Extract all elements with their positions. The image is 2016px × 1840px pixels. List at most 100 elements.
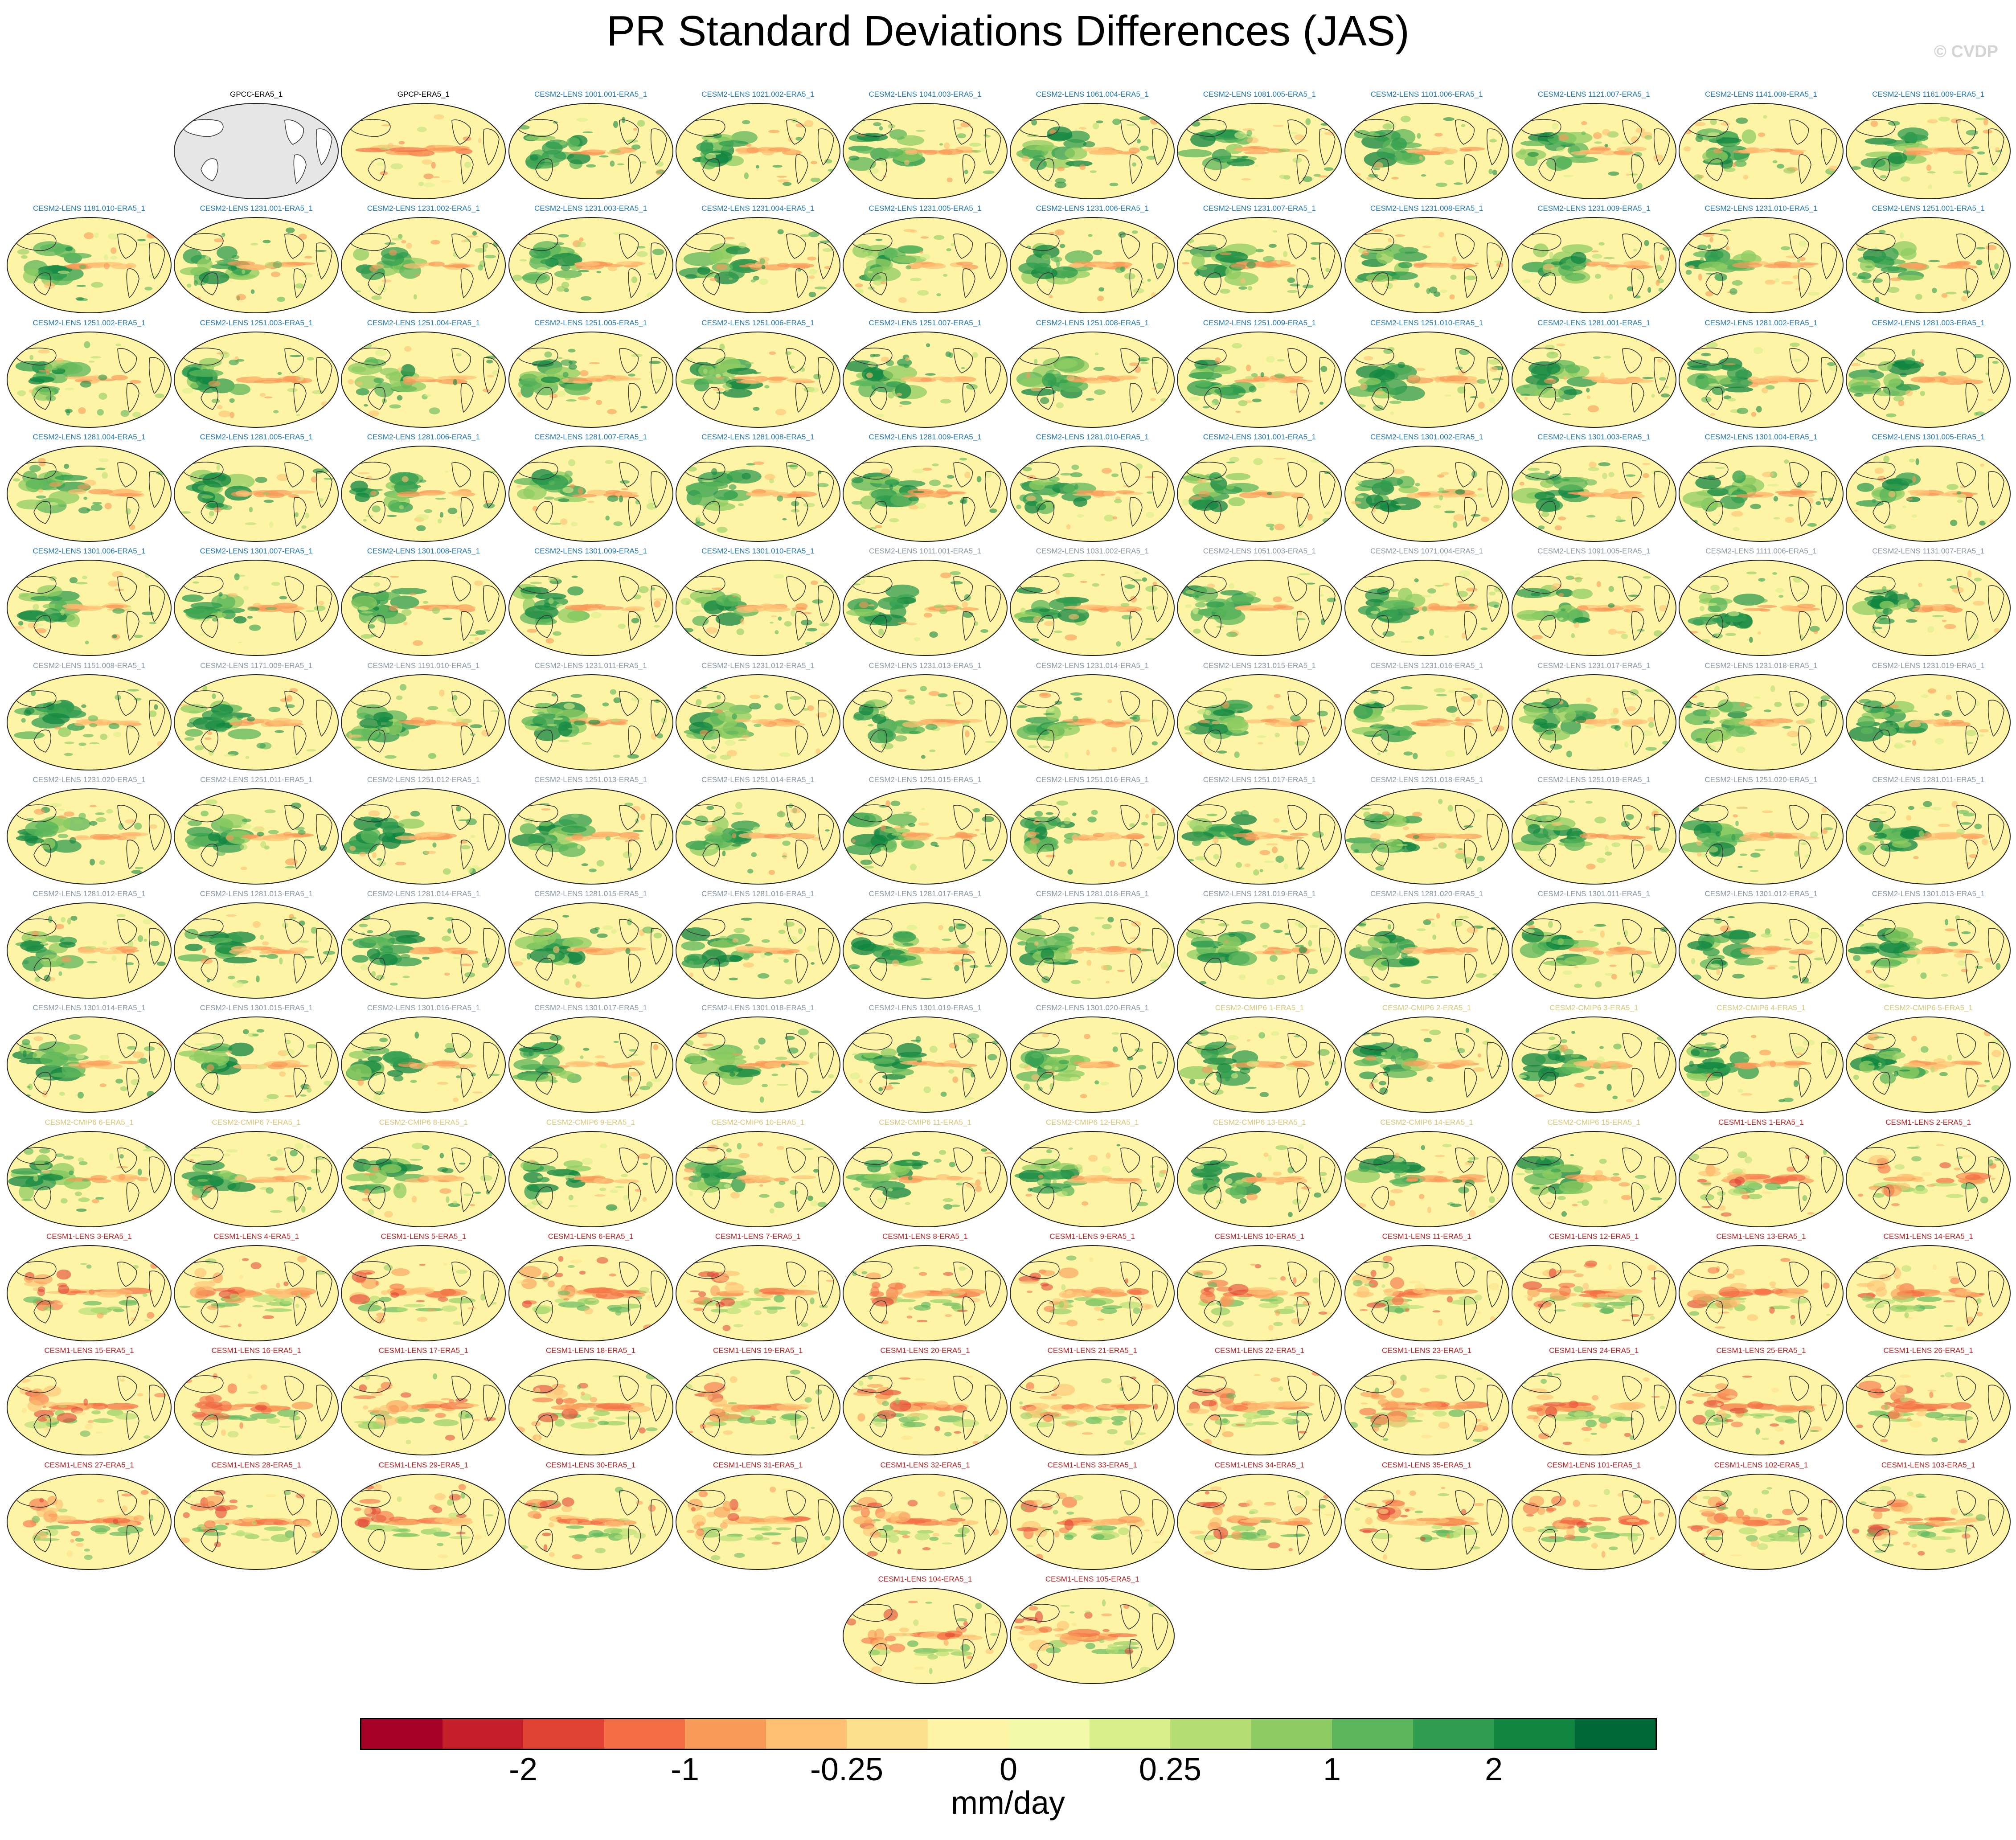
map-panel: CESM2-LENS 1301.003-ERA5_1 xyxy=(1510,431,1678,543)
map-panel: CESM2-LENS 1061.004-ERA5_1 xyxy=(1008,88,1176,201)
map-panel: CESM2-LENS 1011.001-ERA5_1 xyxy=(841,545,1009,657)
world-map-projection xyxy=(1344,331,1509,428)
world-map-projection xyxy=(1010,1016,1175,1113)
map-panel-title: CESM1-LENS 34-ERA5_1 xyxy=(1214,1460,1305,1469)
world-map-projection xyxy=(1177,902,1342,999)
map-panel-title: CESM2-LENS 1001.001-ERA5_1 xyxy=(534,90,647,98)
map-panel-title: CESM1-LENS 104-ERA5_1 xyxy=(878,1574,972,1583)
map-panel: CESM2-LENS 1231.013-ERA5_1 xyxy=(841,660,1009,772)
colorbar-segment xyxy=(604,1719,685,1749)
map-panel: CESM1-LENS 23-ERA5_1 xyxy=(1343,1344,1511,1457)
map-panel-title: CESM2-LENS 1281.020-ERA5_1 xyxy=(1370,889,1483,898)
world-map-projection xyxy=(675,445,840,542)
map-panel-title: CESM2-LENS 1231.020-ERA5_1 xyxy=(33,775,146,784)
map-panel: CESM1-LENS 20-ERA5_1 xyxy=(841,1344,1009,1457)
map-panel-title: CESM2-LENS 1101.006-ERA5_1 xyxy=(1370,90,1483,98)
map-panel-title: CESM2-CMIP6 10-ERA5_1 xyxy=(711,1118,805,1127)
world-map-projection xyxy=(341,1359,506,1456)
map-panel: CESM2-LENS 1041.003-ERA5_1 xyxy=(841,88,1009,201)
map-panel-title: CESM2-LENS 1301.008-ERA5_1 xyxy=(367,547,480,556)
map-panel: CESM2-LENS 1251.018-ERA5_1 xyxy=(1343,774,1511,886)
world-map-projection xyxy=(1846,1131,2011,1227)
map-panel-title: CESM2-LENS 1251.015-ERA5_1 xyxy=(869,775,982,784)
world-map-projection xyxy=(1010,1131,1175,1227)
map-panel: CESM1-LENS 26-ERA5_1 xyxy=(1844,1344,2012,1457)
world-map-projection xyxy=(174,1473,339,1570)
map-panel-title: CESM2-LENS 1231.002-ERA5_1 xyxy=(367,204,480,213)
world-map-projection xyxy=(1511,1016,1676,1113)
world-map-projection xyxy=(1679,1359,1844,1456)
map-panel-title: CESM1-LENS 20-ERA5_1 xyxy=(880,1346,970,1355)
world-map-projection xyxy=(1679,1016,1844,1113)
map-panel-title: CESM1-LENS 26-ERA5_1 xyxy=(1883,1346,1973,1355)
map-panel-title: CESM2-LENS 1281.014-ERA5_1 xyxy=(367,889,480,898)
world-map-projection xyxy=(1511,560,1676,656)
world-map-projection xyxy=(1679,674,1844,770)
world-map-projection xyxy=(1846,560,2011,656)
map-panel: CESM1-LENS 3-ERA5_1 xyxy=(5,1230,173,1343)
world-map-projection xyxy=(7,674,172,770)
map-panel: CESM1-LENS 4-ERA5_1 xyxy=(172,1230,340,1343)
colorbar-tick-label: -1 xyxy=(670,1752,700,1787)
map-panel: CESM2-LENS 1231.010-ERA5_1 xyxy=(1677,202,1845,315)
colorbar-tick-label: 0 xyxy=(999,1752,1018,1787)
map-panel-title: CESM2-LENS 1231.008-ERA5_1 xyxy=(1370,204,1483,213)
world-map-projection xyxy=(1511,1131,1676,1227)
world-map-projection xyxy=(341,445,506,542)
map-panel: CESM2-CMIP6 14-ERA5_1 xyxy=(1343,1116,1511,1229)
map-panel: CESM2-CMIP6 11-ERA5_1 xyxy=(841,1116,1009,1229)
map-panel-title: CESM1-LENS 29-ERA5_1 xyxy=(378,1460,469,1469)
map-panel-title: CESM2-LENS 1281.008-ERA5_1 xyxy=(701,432,815,441)
world-map-projection xyxy=(341,1473,506,1570)
map-panel: CESM1-LENS 102-ERA5_1 xyxy=(1677,1459,1845,1571)
map-panel-title: CESM1-LENS 1-ERA5_1 xyxy=(1718,1118,1804,1127)
world-map-projection xyxy=(1679,1245,1844,1341)
map-panel-title: CESM2-LENS 1281.005-ERA5_1 xyxy=(200,432,313,441)
map-panel: CESM2-LENS 1081.005-ERA5_1 xyxy=(1176,88,1343,201)
map-panel: CESM2-LENS 1251.019-ERA5_1 xyxy=(1510,774,1678,886)
map-panel-title: CESM2-LENS 1281.003-ERA5_1 xyxy=(1872,318,1985,327)
map-panel-title: CESM1-LENS 105-ERA5_1 xyxy=(1045,1574,1139,1583)
map-panel: CESM2-LENS 1231.017-ERA5_1 xyxy=(1510,660,1678,772)
map-panel-title: CESM1-LENS 101-ERA5_1 xyxy=(1547,1460,1641,1469)
map-panel: CESM2-LENS 1231.012-ERA5_1 xyxy=(674,660,842,772)
world-map-projection xyxy=(1344,788,1509,885)
world-map-projection xyxy=(1344,1359,1509,1456)
map-panel: CESM2-LENS 1301.005-ERA5_1 xyxy=(1844,431,2012,543)
map-panel: CESM2-CMIP6 7-ERA5_1 xyxy=(172,1116,340,1229)
colorbar xyxy=(360,1718,1657,1750)
map-panel: CESM2-LENS 1281.002-ERA5_1 xyxy=(1677,317,1845,429)
map-panel-title: CESM2-LENS 1281.016-ERA5_1 xyxy=(701,889,815,898)
map-panel: CESM1-LENS 30-ERA5_1 xyxy=(507,1459,675,1571)
map-panel-title: CESM2-LENS 1171.009-ERA5_1 xyxy=(200,661,313,670)
map-panel: CESM2-LENS 1251.017-ERA5_1 xyxy=(1176,774,1343,886)
world-map-projection xyxy=(174,217,339,314)
world-map-projection xyxy=(1344,445,1509,542)
map-panel-title: CESM2-LENS 1181.010-ERA5_1 xyxy=(33,204,145,213)
world-map-projection xyxy=(341,788,506,885)
map-panel-title: CESM1-LENS 18-ERA5_1 xyxy=(545,1346,636,1355)
map-panel-title: CESM2-LENS 1251.004-ERA5_1 xyxy=(367,318,480,327)
colorbar-segment xyxy=(766,1719,847,1749)
map-panel: CESM2-LENS 1231.007-ERA5_1 xyxy=(1176,202,1343,315)
world-map-projection xyxy=(1679,1473,1844,1570)
map-panel-title: CESM1-LENS 21-ERA5_1 xyxy=(1047,1346,1137,1355)
world-map-projection xyxy=(1846,1359,2011,1456)
map-panel: CESM2-LENS 1131.007-ERA5_1 xyxy=(1844,545,2012,657)
world-map-projection xyxy=(1010,1359,1175,1456)
world-map-projection xyxy=(843,331,1008,428)
map-panel: CESM2-LENS 1231.008-ERA5_1 xyxy=(1343,202,1511,315)
map-panel: CESM2-LENS 1231.009-ERA5_1 xyxy=(1510,202,1678,315)
map-panel-title: CESM2-LENS 1231.017-ERA5_1 xyxy=(1537,661,1651,670)
world-map-projection xyxy=(1679,902,1844,999)
map-panel-title: CESM2-LENS 1231.010-ERA5_1 xyxy=(1705,204,1818,213)
colorbar-tick-label: -0.25 xyxy=(810,1752,884,1787)
map-panel-title: CESM2-LENS 1251.007-ERA5_1 xyxy=(869,318,982,327)
world-map-projection xyxy=(1511,1359,1676,1456)
world-map-projection xyxy=(508,1131,673,1227)
world-map-projection xyxy=(1344,1473,1509,1570)
world-map-projection xyxy=(7,217,172,314)
map-panel: CESM1-LENS 10-ERA5_1 xyxy=(1176,1230,1343,1343)
world-map-projection xyxy=(1846,445,2011,542)
